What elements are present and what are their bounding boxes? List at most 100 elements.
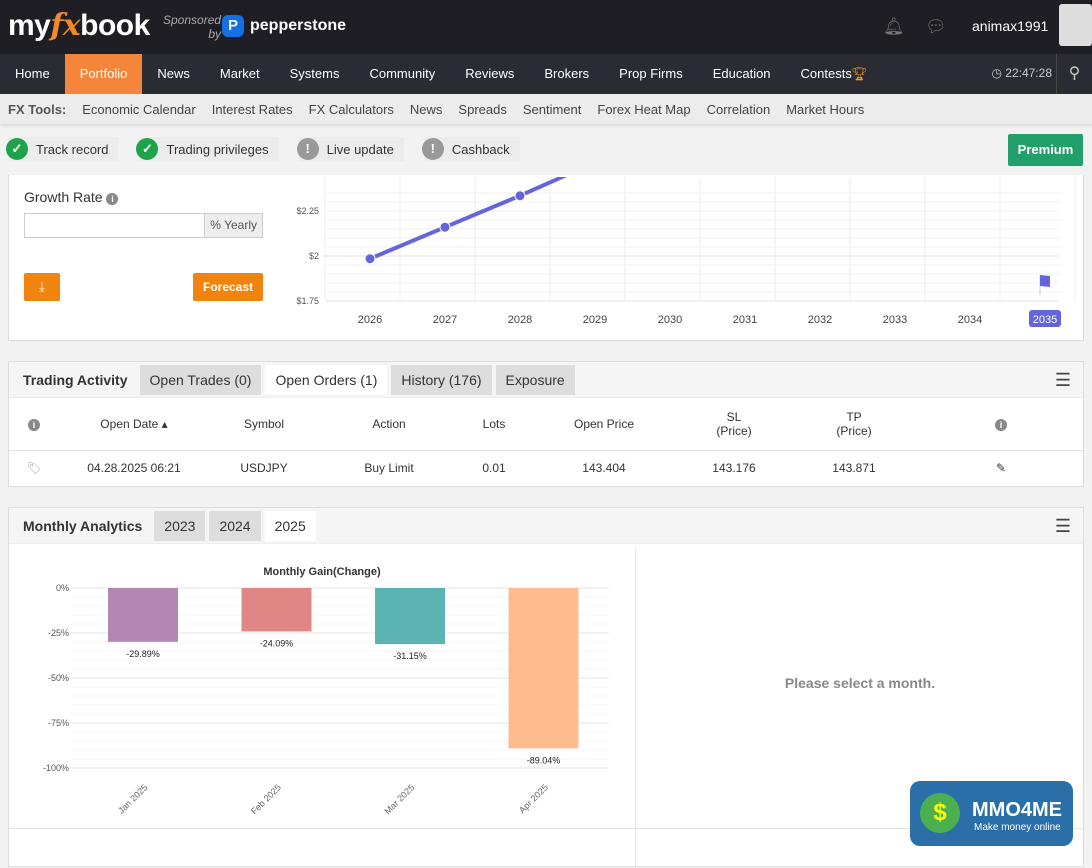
selected-year-marker — [1029, 310, 1061, 327]
col-open-date[interactable]: Open Date ▴ — [100, 416, 168, 431]
growth-rate-label: Growth Rate i — [24, 189, 119, 205]
y-tick-label: $2 — [309, 251, 319, 261]
edit-icon[interactable]: ✎ — [995, 461, 1007, 476]
badge-trading-privileges[interactable]: ✓ Trading privileges — [136, 137, 279, 161]
tool-link[interactable]: Sentiment — [522, 101, 582, 117]
col-symbol: Symbol — [243, 416, 284, 431]
sl: 143.176 — [712, 461, 756, 476]
x-tick-label: Mar 2025 — [382, 782, 416, 816]
col-lots: Lots — [482, 416, 506, 431]
tab-year-2025[interactable]: 2025 — [264, 510, 316, 541]
flag-icon — [1040, 275, 1050, 287]
nav-item-education[interactable]: Education — [712, 66, 771, 81]
nav-item-contests[interactable]: Contests — [800, 66, 852, 81]
y-tick-label: -75% — [48, 718, 69, 728]
growth-rate-input[interactable] — [25, 214, 205, 237]
open-date: 04.28.2025 06:21 — [87, 461, 181, 476]
bar-apr-2025[interactable] — [508, 588, 579, 749]
col-sl: SL (Price) — [716, 409, 752, 438]
bell-icon[interactable]: 🔔︎ — [883, 17, 905, 36]
tp: 143.871 — [832, 461, 876, 476]
nav-item-market[interactable]: Market — [219, 66, 260, 81]
bar-jan-2025[interactable] — [108, 588, 178, 642]
badge-label: Live update — [326, 141, 394, 157]
table-row: 🏷︎ 04.28.2025 06:21 USDJPY Buy Limit 0.0… — [9, 450, 1083, 486]
nav-item-portfolio[interactable]: Portfolio — [64, 54, 143, 94]
nav-item-reviews[interactable]: Reviews — [465, 66, 515, 81]
symbol: USDJPY — [240, 461, 288, 476]
badge-label: Cashback — [451, 141, 510, 157]
y-tick-label: -50% — [48, 673, 69, 683]
tab-exposure[interactable]: Exposure — [495, 364, 575, 395]
search-icon[interactable]: ⚲ — [1056, 54, 1092, 94]
col-open-price: Open Price — [573, 416, 635, 431]
nav-item-prop-firms[interactable]: Prop Firms — [619, 66, 683, 81]
x-tick-label[interactable]: 2029 — [583, 314, 607, 326]
x-tick-label: Jan 2025 — [116, 782, 149, 815]
badge-label: Track record — [36, 141, 109, 157]
tool-link[interactable]: Forex Heat Map — [597, 101, 691, 117]
data-point — [514, 190, 526, 202]
exclamation-icon: ! — [296, 138, 319, 160]
info-icon[interactable]: i — [995, 418, 1007, 431]
bar-value-label: -24.09% — [260, 638, 294, 648]
avatar[interactable] — [1059, 4, 1092, 46]
x-tick-label[interactable]: 2035 — [1033, 314, 1057, 326]
badge-live-update[interactable]: ! Live update — [296, 137, 404, 161]
bar-feb-2025[interactable] — [241, 588, 312, 632]
x-tick-label[interactable]: 2026 — [358, 314, 382, 326]
chat-icon[interactable]: 💬︎ — [925, 17, 947, 36]
tab-open-trades[interactable]: Open Trades (0) — [139, 364, 262, 395]
x-tick-label: Feb 2025 — [249, 782, 283, 816]
badge-track-record[interactable]: ✓ Track record — [6, 137, 119, 161]
lots: 0.01 — [482, 461, 506, 476]
premium-button[interactable]: Premium — [1008, 134, 1083, 166]
myfxbook-logo[interactable]: myfxbook — [8, 8, 150, 43]
x-tick-label[interactable]: 2032 — [808, 314, 832, 326]
chart-title: Monthly Gain(Change) — [263, 566, 381, 578]
tool-link[interactable]: Spreads — [458, 101, 507, 117]
username[interactable]: animax1991 — [972, 18, 1049, 34]
tool-link[interactable]: Correlation — [706, 101, 771, 117]
tool-link[interactable]: News — [409, 101, 443, 117]
y-tick-label: -100% — [43, 763, 69, 773]
y-tick-label: $2.25 — [296, 206, 319, 216]
nav-item-news[interactable]: News — [157, 66, 190, 81]
tool-link[interactable]: Interest Rates — [211, 101, 293, 117]
tool-link[interactable]: Market Hours — [786, 101, 865, 117]
tag-icon: 🏷︎ — [26, 461, 42, 476]
tab-history[interactable]: History (176) — [391, 364, 492, 395]
forecast-line-chart: $2.25 $2 $1.75 2026 2027 2028 2029 2030 2031 2032… — [279, 175, 1079, 327]
tool-link[interactable]: FX Calculators — [308, 101, 394, 117]
action: Buy Limit — [364, 461, 414, 476]
exclamation-icon: ! — [421, 138, 444, 160]
x-tick-label[interactable]: 2030 — [658, 314, 682, 326]
col-action: Action — [372, 416, 406, 431]
nav-item-systems[interactable]: Systems — [289, 66, 340, 81]
tab-year-2023[interactable]: 2023 — [154, 510, 206, 541]
info-icon[interactable]: i — [28, 418, 40, 431]
filter-settings-icon[interactable]: ☰ — [1054, 370, 1071, 390]
download-button[interactable]: ⤓ — [24, 273, 60, 301]
nav-item-brokers[interactable]: Brokers — [544, 66, 590, 81]
fx-tools-bar: FX Tools: Economic Calendar Interest Rates… — [0, 94, 1092, 124]
data-point — [364, 253, 376, 265]
fx-tools-label: FX Tools: — [8, 101, 67, 117]
filter-settings-icon[interactable]: ☰ — [1054, 516, 1071, 536]
nav-item-home[interactable]: Home — [15, 66, 50, 81]
dollar-icon: $ — [920, 793, 960, 833]
x-tick-label[interactable]: 2028 — [508, 314, 532, 326]
bar-value-label: -31.15% — [393, 651, 427, 661]
bar-mar-2025[interactable] — [375, 588, 445, 645]
badge-cashback[interactable]: ! Cashback — [421, 137, 520, 161]
x-tick-label[interactable]: 2034 — [958, 314, 982, 326]
x-tick-label[interactable]: 2033 — [883, 314, 907, 326]
x-tick-label[interactable]: 2031 — [733, 314, 757, 326]
tab-open-orders[interactable]: Open Orders (1) — [265, 364, 388, 395]
nav-item-community[interactable]: Community — [369, 66, 436, 81]
tool-link[interactable]: Economic Calendar — [82, 101, 196, 117]
tab-year-2024[interactable]: 2024 — [209, 510, 261, 541]
forecast-button[interactable]: Forecast — [193, 273, 263, 301]
x-tick-label[interactable]: 2027 — [433, 314, 457, 326]
